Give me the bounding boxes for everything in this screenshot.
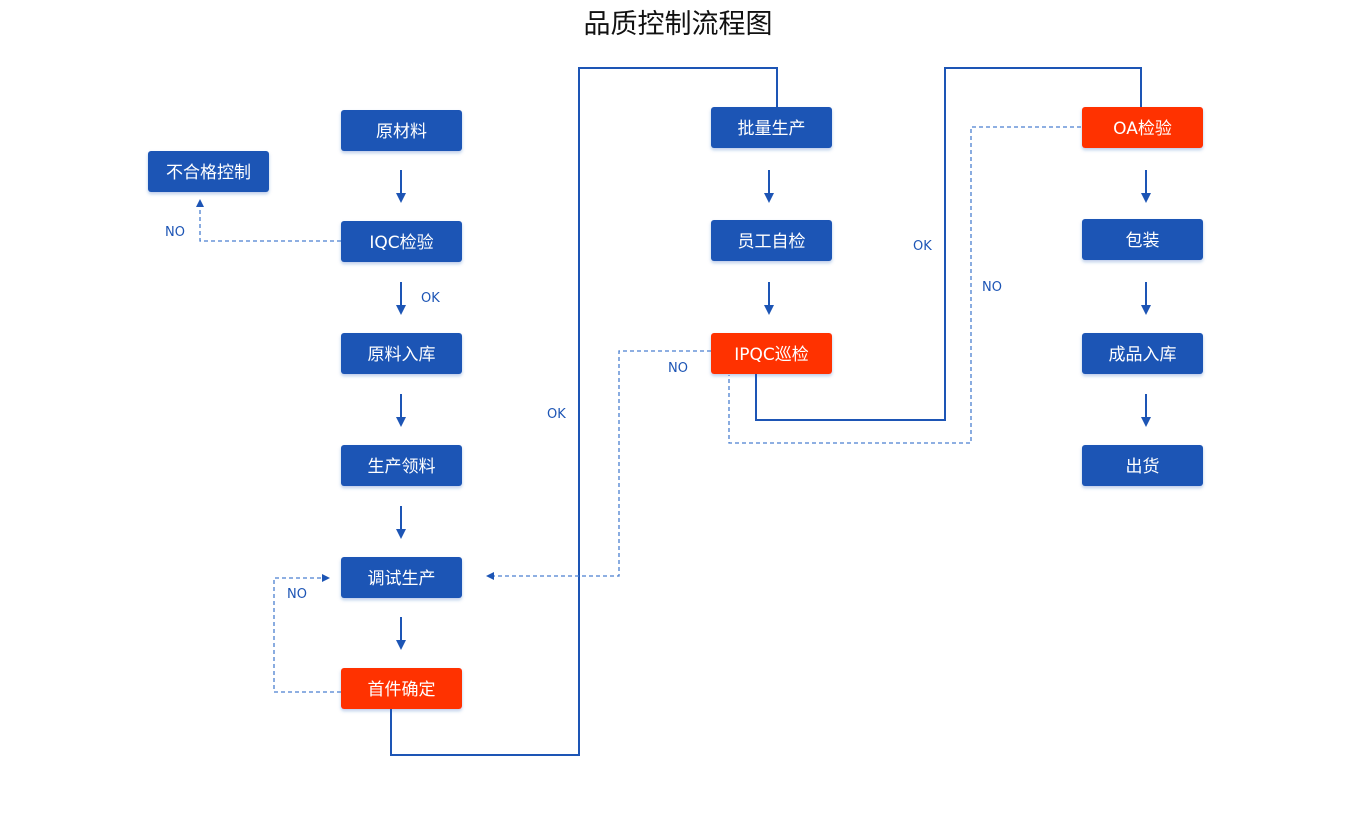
node-store: 原料入库 <box>341 333 462 374</box>
node-box <box>341 445 462 486</box>
node-label: IQC检验 <box>369 233 433 253</box>
node-batch: 批量生产 <box>711 107 832 148</box>
node-box <box>1082 333 1203 374</box>
connector-first-no <box>273 574 341 693</box>
label-first-no: NO <box>287 587 307 602</box>
node-first: 首件确定 <box>341 668 462 709</box>
node-raw: 原材料 <box>341 110 462 151</box>
node-box <box>341 557 462 598</box>
node-box <box>1082 445 1203 486</box>
node-box <box>711 220 832 261</box>
node-box <box>711 107 832 148</box>
label-ipqc-ok: OK <box>913 239 932 254</box>
node-label: 员工自检 <box>738 232 806 252</box>
node-pick: 生产领料 <box>341 445 462 486</box>
connector-oa-no <box>728 126 1081 444</box>
connector-iqc-no <box>196 199 341 242</box>
node-label: 原料入库 <box>368 345 436 365</box>
node-box <box>148 151 269 192</box>
node-label: 生产领料 <box>368 457 436 477</box>
node-label: IPQC巡检 <box>734 345 809 365</box>
connector-ipqc-to-oa <box>755 67 1142 421</box>
flow-arrows <box>396 170 1151 650</box>
diagram-title: 品质控制流程图 <box>584 9 773 40</box>
node-label: 包装 <box>1126 231 1160 251</box>
node-pack: 包装 <box>1082 219 1203 260</box>
node-box <box>711 333 832 374</box>
node-label: 成品入库 <box>1109 345 1177 365</box>
node-self: 员工自检 <box>711 220 832 261</box>
label-first-ok: OK <box>547 407 566 422</box>
node-fg: 成品入库 <box>1082 333 1203 374</box>
node-label: OA检验 <box>1113 119 1172 139</box>
node-ipqc: IPQC巡检 <box>711 333 832 374</box>
node-oa: OA检验 <box>1082 107 1203 148</box>
node-ship: 出货 <box>1082 445 1203 486</box>
node-debug: 调试生产 <box>341 557 462 598</box>
connector-first-to-batch <box>390 67 778 756</box>
node-box <box>341 110 462 151</box>
node-iqc: IQC检验 <box>341 221 462 262</box>
node-label: 原材料 <box>376 122 427 142</box>
label-iqc-no: NO <box>165 225 185 240</box>
label-iqc-ok: OK <box>421 291 440 306</box>
node-box <box>341 333 462 374</box>
node-box <box>1082 219 1203 260</box>
node-label: 不合格控制 <box>166 163 251 183</box>
node-box <box>1082 107 1203 148</box>
label-oa-no: NO <box>982 280 1002 295</box>
node-box <box>341 221 462 262</box>
node-reject: 不合格控制 <box>148 151 269 192</box>
node-box <box>341 668 462 709</box>
node-label: 调试生产 <box>368 569 436 589</box>
node-label: 出货 <box>1126 457 1160 477</box>
node-label: 批量生产 <box>738 119 806 139</box>
label-ipqc-no: NO <box>668 361 688 376</box>
node-label: 首件确定 <box>368 680 436 700</box>
connector-ipqc-no <box>486 350 711 580</box>
